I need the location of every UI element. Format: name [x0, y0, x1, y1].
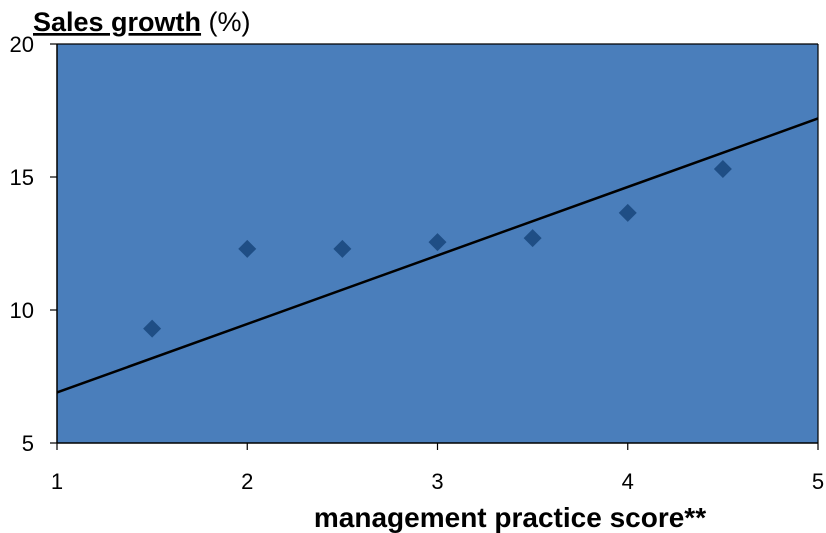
chart-title-unit: (%)	[201, 7, 251, 37]
x-axis-label: management practice score**	[314, 502, 706, 533]
data-point	[618, 203, 637, 222]
y-tick-label: 15	[10, 165, 34, 190]
trendline-layer	[56, 117, 819, 394]
data-points	[143, 160, 732, 338]
data-point	[523, 229, 542, 248]
axes	[50, 43, 819, 450]
y-tick-label: 10	[10, 298, 34, 323]
tick-labels: 1 2 3 4 5 5 10 15 20	[10, 32, 825, 494]
y-tick-label: 20	[10, 32, 34, 57]
x-tick-label: 2	[241, 469, 253, 494]
data-point	[238, 239, 257, 258]
data-point	[713, 160, 732, 179]
chart-title-bold: Sales growth	[33, 7, 201, 37]
y-tick-label: 5	[22, 431, 34, 456]
x-tick-label: 4	[622, 469, 634, 494]
x-tick-label: 1	[51, 469, 63, 494]
x-tick-label: 3	[431, 469, 443, 494]
x-tick-label: 5	[812, 469, 824, 494]
data-point	[428, 233, 447, 252]
data-point	[143, 319, 162, 338]
trendline	[56, 117, 819, 394]
chart-title: Sales growth (%)	[33, 7, 251, 37]
data-point	[333, 239, 352, 258]
